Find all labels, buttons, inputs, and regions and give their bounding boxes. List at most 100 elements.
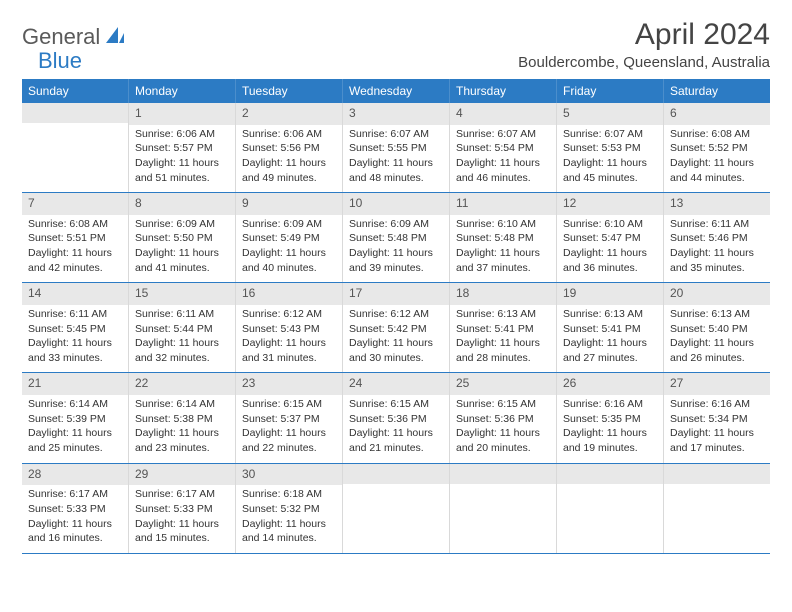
day-details: Sunrise: 6:13 AMSunset: 5:40 PMDaylight:… <box>664 305 770 373</box>
sunset-text: Sunset: 5:51 PM <box>28 232 122 246</box>
day-details: Sunrise: 6:09 AMSunset: 5:49 PMDaylight:… <box>236 215 342 283</box>
sunrise-text: Sunrise: 6:14 AM <box>28 398 122 412</box>
sunset-text: Sunset: 5:50 PM <box>135 232 229 246</box>
day-header-mon: Monday <box>129 79 236 103</box>
day-number: 8 <box>129 193 235 215</box>
day-cell: 22Sunrise: 6:14 AMSunset: 5:38 PMDayligh… <box>129 373 236 462</box>
day-details: Sunrise: 6:11 AMSunset: 5:44 PMDaylight:… <box>129 305 235 373</box>
sunset-text: Sunset: 5:55 PM <box>349 142 443 156</box>
logo-sail-icon <box>104 25 126 50</box>
sunrise-text: Sunrise: 6:10 AM <box>456 218 550 232</box>
daylight1-text: Daylight: 11 hours <box>670 427 764 441</box>
sunset-text: Sunset: 5:48 PM <box>456 232 550 246</box>
day-number: 11 <box>450 193 556 215</box>
day-cell: 11Sunrise: 6:10 AMSunset: 5:48 PMDayligh… <box>450 193 557 282</box>
day-number <box>664 464 770 484</box>
day-cell: 12Sunrise: 6:10 AMSunset: 5:47 PMDayligh… <box>557 193 664 282</box>
sunset-text: Sunset: 5:56 PM <box>242 142 336 156</box>
sunset-text: Sunset: 5:47 PM <box>563 232 657 246</box>
day-number: 22 <box>129 373 235 395</box>
day-details: Sunrise: 6:13 AMSunset: 5:41 PMDaylight:… <box>557 305 663 373</box>
daylight2-text: and 49 minutes. <box>242 172 336 186</box>
day-number: 29 <box>129 464 235 486</box>
day-cell: 23Sunrise: 6:15 AMSunset: 5:37 PMDayligh… <box>236 373 343 462</box>
sunset-text: Sunset: 5:33 PM <box>135 503 229 517</box>
day-cell: 21Sunrise: 6:14 AMSunset: 5:39 PMDayligh… <box>22 373 129 462</box>
logo-line2: Blue <box>38 42 82 74</box>
title-block: April 2024 Bouldercombe, Queensland, Aus… <box>518 18 770 71</box>
sunrise-text: Sunrise: 6:17 AM <box>28 488 122 502</box>
daylight2-text: and 26 minutes. <box>670 352 764 366</box>
day-number: 19 <box>557 283 663 305</box>
day-details: Sunrise: 6:15 AMSunset: 5:36 PMDaylight:… <box>450 395 556 463</box>
week-row: 21Sunrise: 6:14 AMSunset: 5:39 PMDayligh… <box>22 373 770 463</box>
logo-text-blue: Blue <box>38 48 82 74</box>
sunset-text: Sunset: 5:36 PM <box>456 413 550 427</box>
daylight1-text: Daylight: 11 hours <box>135 157 229 171</box>
sunset-text: Sunset: 5:54 PM <box>456 142 550 156</box>
day-number: 1 <box>129 103 235 125</box>
day-details: Sunrise: 6:12 AMSunset: 5:42 PMDaylight:… <box>343 305 449 373</box>
day-cell: 26 Sunrise: 6:16 AMSunset: 5:35 PMDayligh… <box>557 373 664 462</box>
daylight1-text: Daylight: 11 hours <box>670 337 764 351</box>
daylight1-text: Daylight: 11 hours <box>563 427 657 441</box>
day-cell: 6Sunrise: 6:08 AMSunset: 5:52 PMDaylight… <box>664 103 770 192</box>
day-number: 2 <box>236 103 342 125</box>
daylight1-text: Daylight: 11 hours <box>135 518 229 532</box>
daylight1-text: Daylight: 11 hours <box>349 247 443 261</box>
sunrise-text: Sunrise: 6:10 AM <box>563 218 657 232</box>
sunrise-text: Sunrise: 6:17 AM <box>135 488 229 502</box>
day-header-wed: Wednesday <box>343 79 450 103</box>
day-number: 26 <box>557 373 663 395</box>
sunrise-text: Sunrise: 6:07 AM <box>563 128 657 142</box>
day-number: 9 <box>236 193 342 215</box>
sunset-text: Sunset: 5:38 PM <box>135 413 229 427</box>
day-header-tue: Tuesday <box>236 79 343 103</box>
day-cell: 9Sunrise: 6:09 AMSunset: 5:49 PMDaylight… <box>236 193 343 282</box>
daylight1-text: Daylight: 11 hours <box>349 337 443 351</box>
week-row: 1Sunrise: 6:06 AMSunset: 5:57 PMDaylight… <box>22 103 770 193</box>
daylight1-text: Daylight: 11 hours <box>563 337 657 351</box>
day-cell: 10Sunrise: 6:09 AMSunset: 5:48 PMDayligh… <box>343 193 450 282</box>
day-number: 28 <box>22 464 128 486</box>
day-cell <box>664 464 770 553</box>
day-details: Sunrise: 6:12 AMSunset: 5:43 PMDaylight:… <box>236 305 342 373</box>
day-details: Sunrise: 6:07 AMSunset: 5:55 PMDaylight:… <box>343 125 449 193</box>
sunrise-text: Sunrise: 6:15 AM <box>349 398 443 412</box>
sunset-text: Sunset: 5:46 PM <box>670 232 764 246</box>
sunrise-text: Sunrise: 6:16 AM <box>670 398 764 412</box>
day-cell <box>450 464 557 553</box>
day-number: 27 <box>664 373 770 395</box>
daylight1-text: Daylight: 11 hours <box>242 518 336 532</box>
day-number <box>22 103 128 123</box>
daylight1-text: Daylight: 11 hours <box>670 247 764 261</box>
calendar: Sunday Monday Tuesday Wednesday Thursday… <box>22 79 770 554</box>
day-cell <box>343 464 450 553</box>
day-cell: 16Sunrise: 6:12 AMSunset: 5:43 PMDayligh… <box>236 283 343 372</box>
sunrise-text: Sunrise: 6:08 AM <box>28 218 122 232</box>
day-cell: 15Sunrise: 6:11 AMSunset: 5:44 PMDayligh… <box>129 283 236 372</box>
day-cell: 4Sunrise: 6:07 AMSunset: 5:54 PMDaylight… <box>450 103 557 192</box>
daylight1-text: Daylight: 11 hours <box>28 247 122 261</box>
sunrise-text: Sunrise: 6:15 AM <box>456 398 550 412</box>
daylight1-text: Daylight: 11 hours <box>28 427 122 441</box>
daylight2-text: and 35 minutes. <box>670 262 764 276</box>
day-header-sat: Saturday <box>664 79 770 103</box>
sunrise-text: Sunrise: 6:18 AM <box>242 488 336 502</box>
week-row: 28Sunrise: 6:17 AMSunset: 5:33 PMDayligh… <box>22 464 770 554</box>
day-header-fri: Friday <box>557 79 664 103</box>
day-number: 4 <box>450 103 556 125</box>
day-details: Sunrise: 6:17 AMSunset: 5:33 PMDaylight:… <box>129 485 235 553</box>
location-text: Bouldercombe, Queensland, Australia <box>518 54 770 71</box>
daylight1-text: Daylight: 11 hours <box>563 157 657 171</box>
sunset-text: Sunset: 5:35 PM <box>563 413 657 427</box>
day-header-sun: Sunday <box>22 79 129 103</box>
day-cell: 19Sunrise: 6:13 AMSunset: 5:41 PMDayligh… <box>557 283 664 372</box>
day-cell <box>557 464 664 553</box>
daylight2-text: and 20 minutes. <box>456 442 550 456</box>
header: General April 2024 Bouldercombe, Queensl… <box>22 18 770 71</box>
day-number: 13 <box>664 193 770 215</box>
sunset-text: Sunset: 5:34 PM <box>670 413 764 427</box>
day-details: Sunrise: 6:07 AMSunset: 5:54 PMDaylight:… <box>450 125 556 193</box>
sunrise-text: Sunrise: 6:16 AM <box>563 398 657 412</box>
